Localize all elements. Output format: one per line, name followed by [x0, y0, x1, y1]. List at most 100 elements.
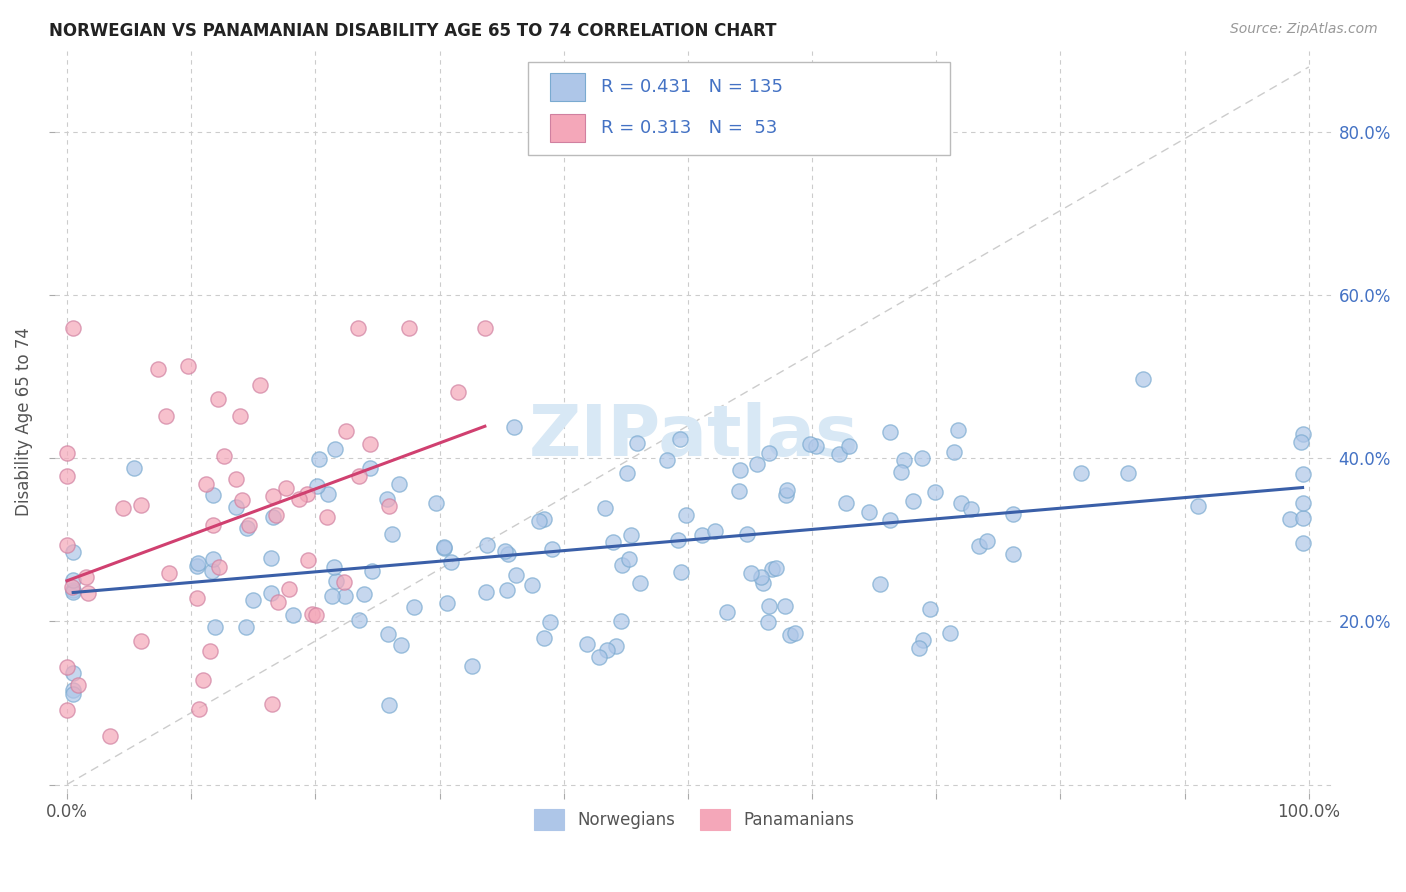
Point — [765, 560, 787, 574]
Point — [779, 628, 801, 642]
Point — [616, 466, 638, 480]
Point — [609, 614, 631, 628]
Point — [402, 600, 425, 615]
Point — [323, 442, 346, 457]
Point — [305, 479, 328, 493]
Point — [1291, 427, 1313, 442]
Point — [62, 545, 84, 559]
Point — [360, 564, 382, 578]
Point — [626, 435, 648, 450]
Point — [380, 527, 402, 541]
Point — [908, 641, 931, 656]
Point — [669, 432, 692, 446]
Point — [281, 607, 304, 622]
Point — [475, 538, 498, 552]
Point — [804, 440, 827, 454]
Point — [195, 477, 218, 491]
Point — [297, 553, 319, 567]
Point — [939, 626, 962, 640]
Point — [838, 439, 860, 453]
Point — [628, 575, 651, 590]
Point — [323, 559, 346, 574]
Point — [440, 556, 463, 570]
Point — [238, 518, 260, 533]
Point — [495, 582, 517, 597]
Point — [308, 452, 330, 467]
Point — [157, 566, 180, 581]
Point — [98, 729, 121, 743]
Point — [538, 615, 561, 629]
Point — [62, 573, 84, 587]
Point — [671, 565, 693, 579]
FancyBboxPatch shape — [527, 62, 950, 154]
Point — [1002, 508, 1025, 522]
Point — [201, 552, 224, 566]
Point — [494, 544, 516, 558]
Point — [325, 574, 347, 588]
Point — [749, 569, 772, 583]
Point — [56, 468, 79, 483]
Point — [775, 488, 797, 502]
Point — [335, 424, 357, 438]
Point — [353, 587, 375, 601]
Point — [204, 620, 226, 634]
Point — [260, 551, 283, 566]
Point — [76, 585, 98, 599]
Point — [231, 493, 253, 508]
Point — [1291, 536, 1313, 550]
Point — [527, 514, 550, 528]
Point — [474, 321, 496, 335]
Point — [690, 528, 713, 542]
Point — [62, 585, 84, 599]
Point — [375, 492, 398, 507]
Point — [460, 659, 482, 673]
Point — [56, 446, 79, 460]
Point — [433, 541, 456, 555]
Point — [155, 409, 177, 423]
Point — [758, 599, 780, 613]
Point — [228, 409, 250, 423]
Text: NORWEGIAN VS PANAMANIAN DISABILITY AGE 65 TO 74 CORRELATION CHART: NORWEGIAN VS PANAMANIAN DISABILITY AGE 6… — [49, 22, 776, 40]
Point — [728, 463, 751, 477]
Point — [605, 639, 627, 653]
Point — [740, 566, 762, 580]
Point — [316, 487, 339, 501]
Point — [1132, 372, 1154, 386]
Point — [447, 385, 470, 400]
Point — [236, 520, 259, 534]
Point — [249, 378, 271, 392]
Point — [735, 526, 758, 541]
Point — [60, 580, 83, 594]
Point — [274, 481, 297, 495]
Point — [66, 678, 89, 692]
Point — [1070, 467, 1092, 481]
Point — [533, 632, 555, 646]
Point — [1278, 512, 1301, 526]
Point — [201, 565, 224, 579]
Point — [75, 570, 97, 584]
Point — [619, 551, 641, 566]
Point — [976, 534, 998, 549]
Point — [262, 697, 284, 711]
Point — [425, 496, 447, 510]
Point — [533, 511, 555, 525]
Point — [1291, 496, 1313, 510]
Point — [347, 321, 370, 335]
Text: Source: ZipAtlas.com: Source: ZipAtlas.com — [1230, 22, 1378, 37]
Point — [347, 613, 370, 627]
Point — [266, 508, 288, 522]
Point — [235, 620, 257, 634]
Point — [208, 559, 231, 574]
Legend: Norwegians, Panamanians: Norwegians, Panamanians — [527, 803, 860, 837]
Point — [949, 496, 972, 510]
Point — [747, 457, 769, 471]
Point — [967, 540, 990, 554]
Point — [295, 486, 318, 500]
Point — [828, 447, 851, 461]
Point — [148, 362, 170, 376]
Point — [288, 492, 311, 507]
Point — [304, 608, 326, 623]
Point — [62, 683, 84, 698]
Point — [212, 449, 235, 463]
Point — [225, 500, 247, 514]
